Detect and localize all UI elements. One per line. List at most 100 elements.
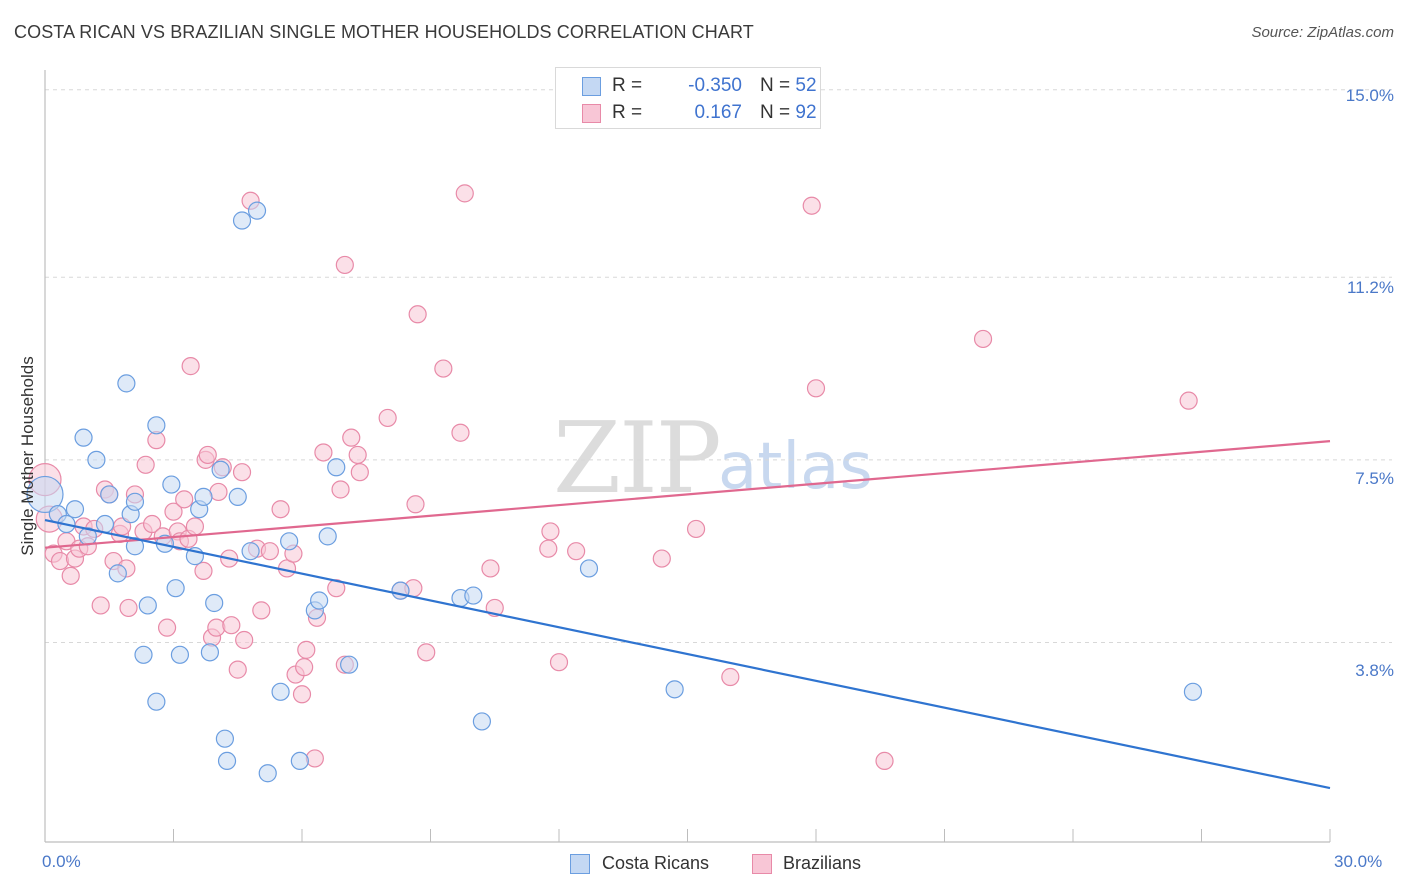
brazilian-point (136, 455, 155, 474)
brazilian-point (406, 495, 425, 514)
legend-swatch-pink (582, 104, 601, 123)
costa-rican-point (310, 591, 329, 610)
costa-rican-point (271, 682, 290, 701)
y-tick-7-5: 7.5% (1355, 469, 1394, 488)
brazilian-trend-line (44, 440, 1331, 549)
costa-rican-point (166, 579, 185, 598)
brazilian-point (342, 428, 361, 447)
brazilian-point (408, 305, 427, 324)
y-axis-label: Single Mother Households (18, 356, 37, 556)
brazilian-point (297, 640, 316, 659)
brazilian-point (314, 443, 333, 462)
costa-rican-point (665, 680, 684, 699)
costa-rican-point (391, 581, 410, 600)
costa-rican-point (170, 645, 190, 664)
costa-rican-point (258, 764, 277, 783)
costa-rican-point (232, 211, 252, 230)
brazilian-point (119, 598, 138, 618)
brazilian-point (260, 542, 279, 561)
brazilian-point (417, 643, 436, 662)
brazilian-point (232, 463, 252, 482)
x-tick-min: 0.0% (42, 852, 81, 871)
brazilian-point (207, 618, 226, 637)
brazilian-point (455, 184, 474, 203)
costa-rican-point (108, 564, 127, 583)
costa-rican-point (147, 416, 166, 435)
bottom-legend-swatch-pink (752, 854, 772, 874)
brazilian-point (1179, 391, 1198, 410)
brazilian-point (198, 445, 217, 465)
costa-rican-point (340, 655, 359, 674)
costa-rican-point (228, 487, 247, 506)
y-tick-11-2: 11.2% (1347, 278, 1394, 297)
brazilian-point (50, 551, 70, 571)
costa-rican-point (290, 751, 309, 771)
brazilian-point (973, 329, 993, 349)
brazilian-point (549, 653, 569, 672)
watermark-atlas: atlas (718, 430, 873, 504)
legend-r-label: R = (612, 75, 643, 96)
brazilian-point (481, 559, 500, 578)
costa-rican-point (125, 492, 145, 511)
brazilian-point (875, 751, 894, 771)
costa-rican-point (327, 458, 346, 477)
brazilian-point (567, 542, 586, 561)
legend-n-value: 92 (795, 102, 817, 123)
bottom-legend-swatch-blue (570, 854, 590, 874)
brazilian-point (331, 480, 350, 499)
costa-rican-point (26, 475, 64, 514)
costa-rican-point (205, 593, 224, 613)
brazilian-point (292, 685, 312, 704)
brazilian-point (175, 490, 194, 509)
brazilian-point (235, 630, 254, 650)
costa-rican-point (74, 428, 93, 447)
costa-rican-point (65, 500, 85, 519)
watermark-zip: ZIP (553, 402, 722, 516)
brazilian-point (378, 408, 397, 428)
legend-n-value: 52 (795, 75, 817, 96)
brazilian-point (91, 596, 110, 615)
brazilian-point (157, 618, 177, 637)
costa-rican-point (200, 643, 220, 662)
x-tick-max: 30.0% (1334, 852, 1383, 871)
costa-rican-point (194, 487, 213, 506)
legend-n-label: N = (760, 75, 791, 96)
legend-n-label: N = (760, 102, 791, 123)
brazilian-point (806, 379, 826, 398)
brazilian-point (228, 660, 247, 679)
brazilian-point (350, 463, 369, 482)
brazilian-point (451, 423, 470, 442)
brazilian-point (181, 357, 200, 376)
costa-rican-point (215, 729, 234, 748)
legend-n: N = 92 (760, 102, 817, 124)
correlation-legend: R = -0.350 N = 52 R = 0.167 N = 92 (555, 67, 821, 129)
brazilian-point (271, 500, 290, 519)
costa-rican-point (147, 692, 166, 711)
brazilian-point (295, 658, 314, 677)
brazilian-point (327, 579, 346, 598)
brazilian-point (686, 519, 706, 539)
brazilian-point (652, 549, 671, 568)
source-label: Source: ZipAtlas.com (1251, 24, 1394, 41)
brazilian-point (434, 359, 453, 378)
brazilian-point (335, 255, 354, 275)
brazilian-point (194, 561, 213, 581)
y-tick-15: 15.0% (1345, 86, 1394, 105)
brazilian-point (142, 514, 162, 534)
costa-rican-point (95, 514, 115, 534)
costa-rican-point (138, 596, 157, 615)
costa-rican-point (247, 201, 267, 220)
brazilian-point (802, 196, 821, 215)
costa-rican-point (241, 542, 260, 561)
brazilian-point (305, 749, 324, 768)
legend-n: N = 52 (760, 75, 817, 97)
costa-rican-point (162, 475, 181, 494)
legend-r-label: R = (612, 102, 643, 123)
brazilian-point (252, 601, 271, 620)
y-tick-3-8: 3.8% (1355, 661, 1394, 680)
costa-rican-point (100, 485, 119, 504)
legend-swatch-blue (582, 77, 601, 96)
brazilian-point (539, 539, 558, 558)
costa-rican-point (117, 374, 136, 393)
